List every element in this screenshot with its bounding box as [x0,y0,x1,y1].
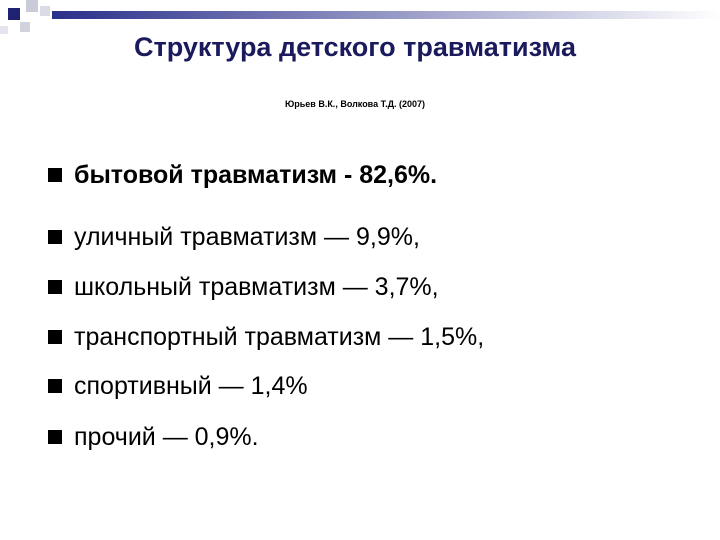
bullet-text: уличный травматизм — 9,9%, [74,222,420,251]
bullet-marker [48,168,62,182]
bullet-marker [48,430,62,444]
bullet-text: транспортный травматизм — 1,5%, [74,322,485,351]
bullet-item: уличный травматизм — 9,9%, [48,222,420,252]
bullet-item: спортивный — 1,4% [48,371,308,401]
bullet-text: школьный травматизм — 3,7%, [74,272,439,301]
bullet-marker [48,330,62,344]
bullet-marker [48,280,62,294]
bullet-marker [48,379,62,393]
bullet-text: бытовой травматизм - 82,6%. [74,160,438,189]
bullet-item: транспортный травматизм — 1,5%, [48,322,484,352]
bullet-item: школьный травматизм — 3,7%, [48,272,439,302]
bullet-text: прочий — 0,9%. [74,422,259,451]
bullet-item: бытовой травматизм - 82,6%. [48,160,437,190]
decoration [0,0,720,34]
subtitle: Юрьев В.К., Волкова Т.Д. (2007) [284,99,426,109]
bullet-text: спортивный — 1,4% [74,371,308,400]
bullet-marker [48,230,62,244]
title: Структура детского травматизма [134,32,576,62]
bullet-item: прочий — 0,9%. [48,422,259,452]
